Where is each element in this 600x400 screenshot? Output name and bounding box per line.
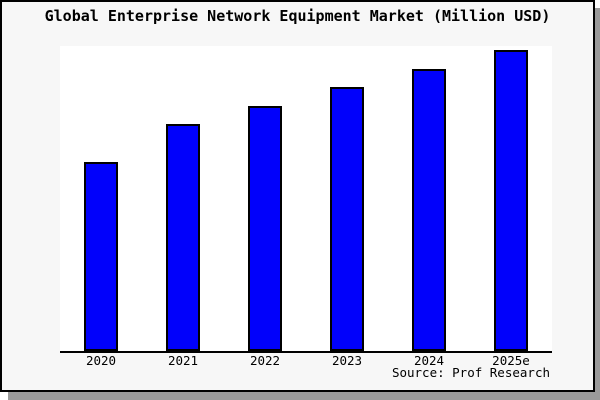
bar-2023 [330,87,364,351]
drop-shadow-right [595,8,600,400]
x-tick-label-2022: 2022 [249,353,281,368]
bar-2022 [248,106,282,351]
x-tick-label-2023: 2023 [331,353,363,368]
chart-panel: Global Enterprise Network Equipment Mark… [0,0,595,392]
chart-title: Global Enterprise Network Equipment Mark… [44,7,551,25]
drop-shadow-bottom [8,392,600,400]
x-tick-label-2021: 2021 [167,353,199,368]
x-tick-label-2024: 2024 [413,353,445,368]
bar-2021 [166,124,200,351]
source-credit: Source: Prof Research [391,365,550,380]
x-tick-label-2025e: 2025e [492,353,530,368]
bar-2025e [494,50,528,351]
x-tick-label-2020: 2020 [85,353,117,368]
bar-2020 [84,162,118,351]
plot-area [60,46,552,353]
bar-2024 [412,69,446,351]
